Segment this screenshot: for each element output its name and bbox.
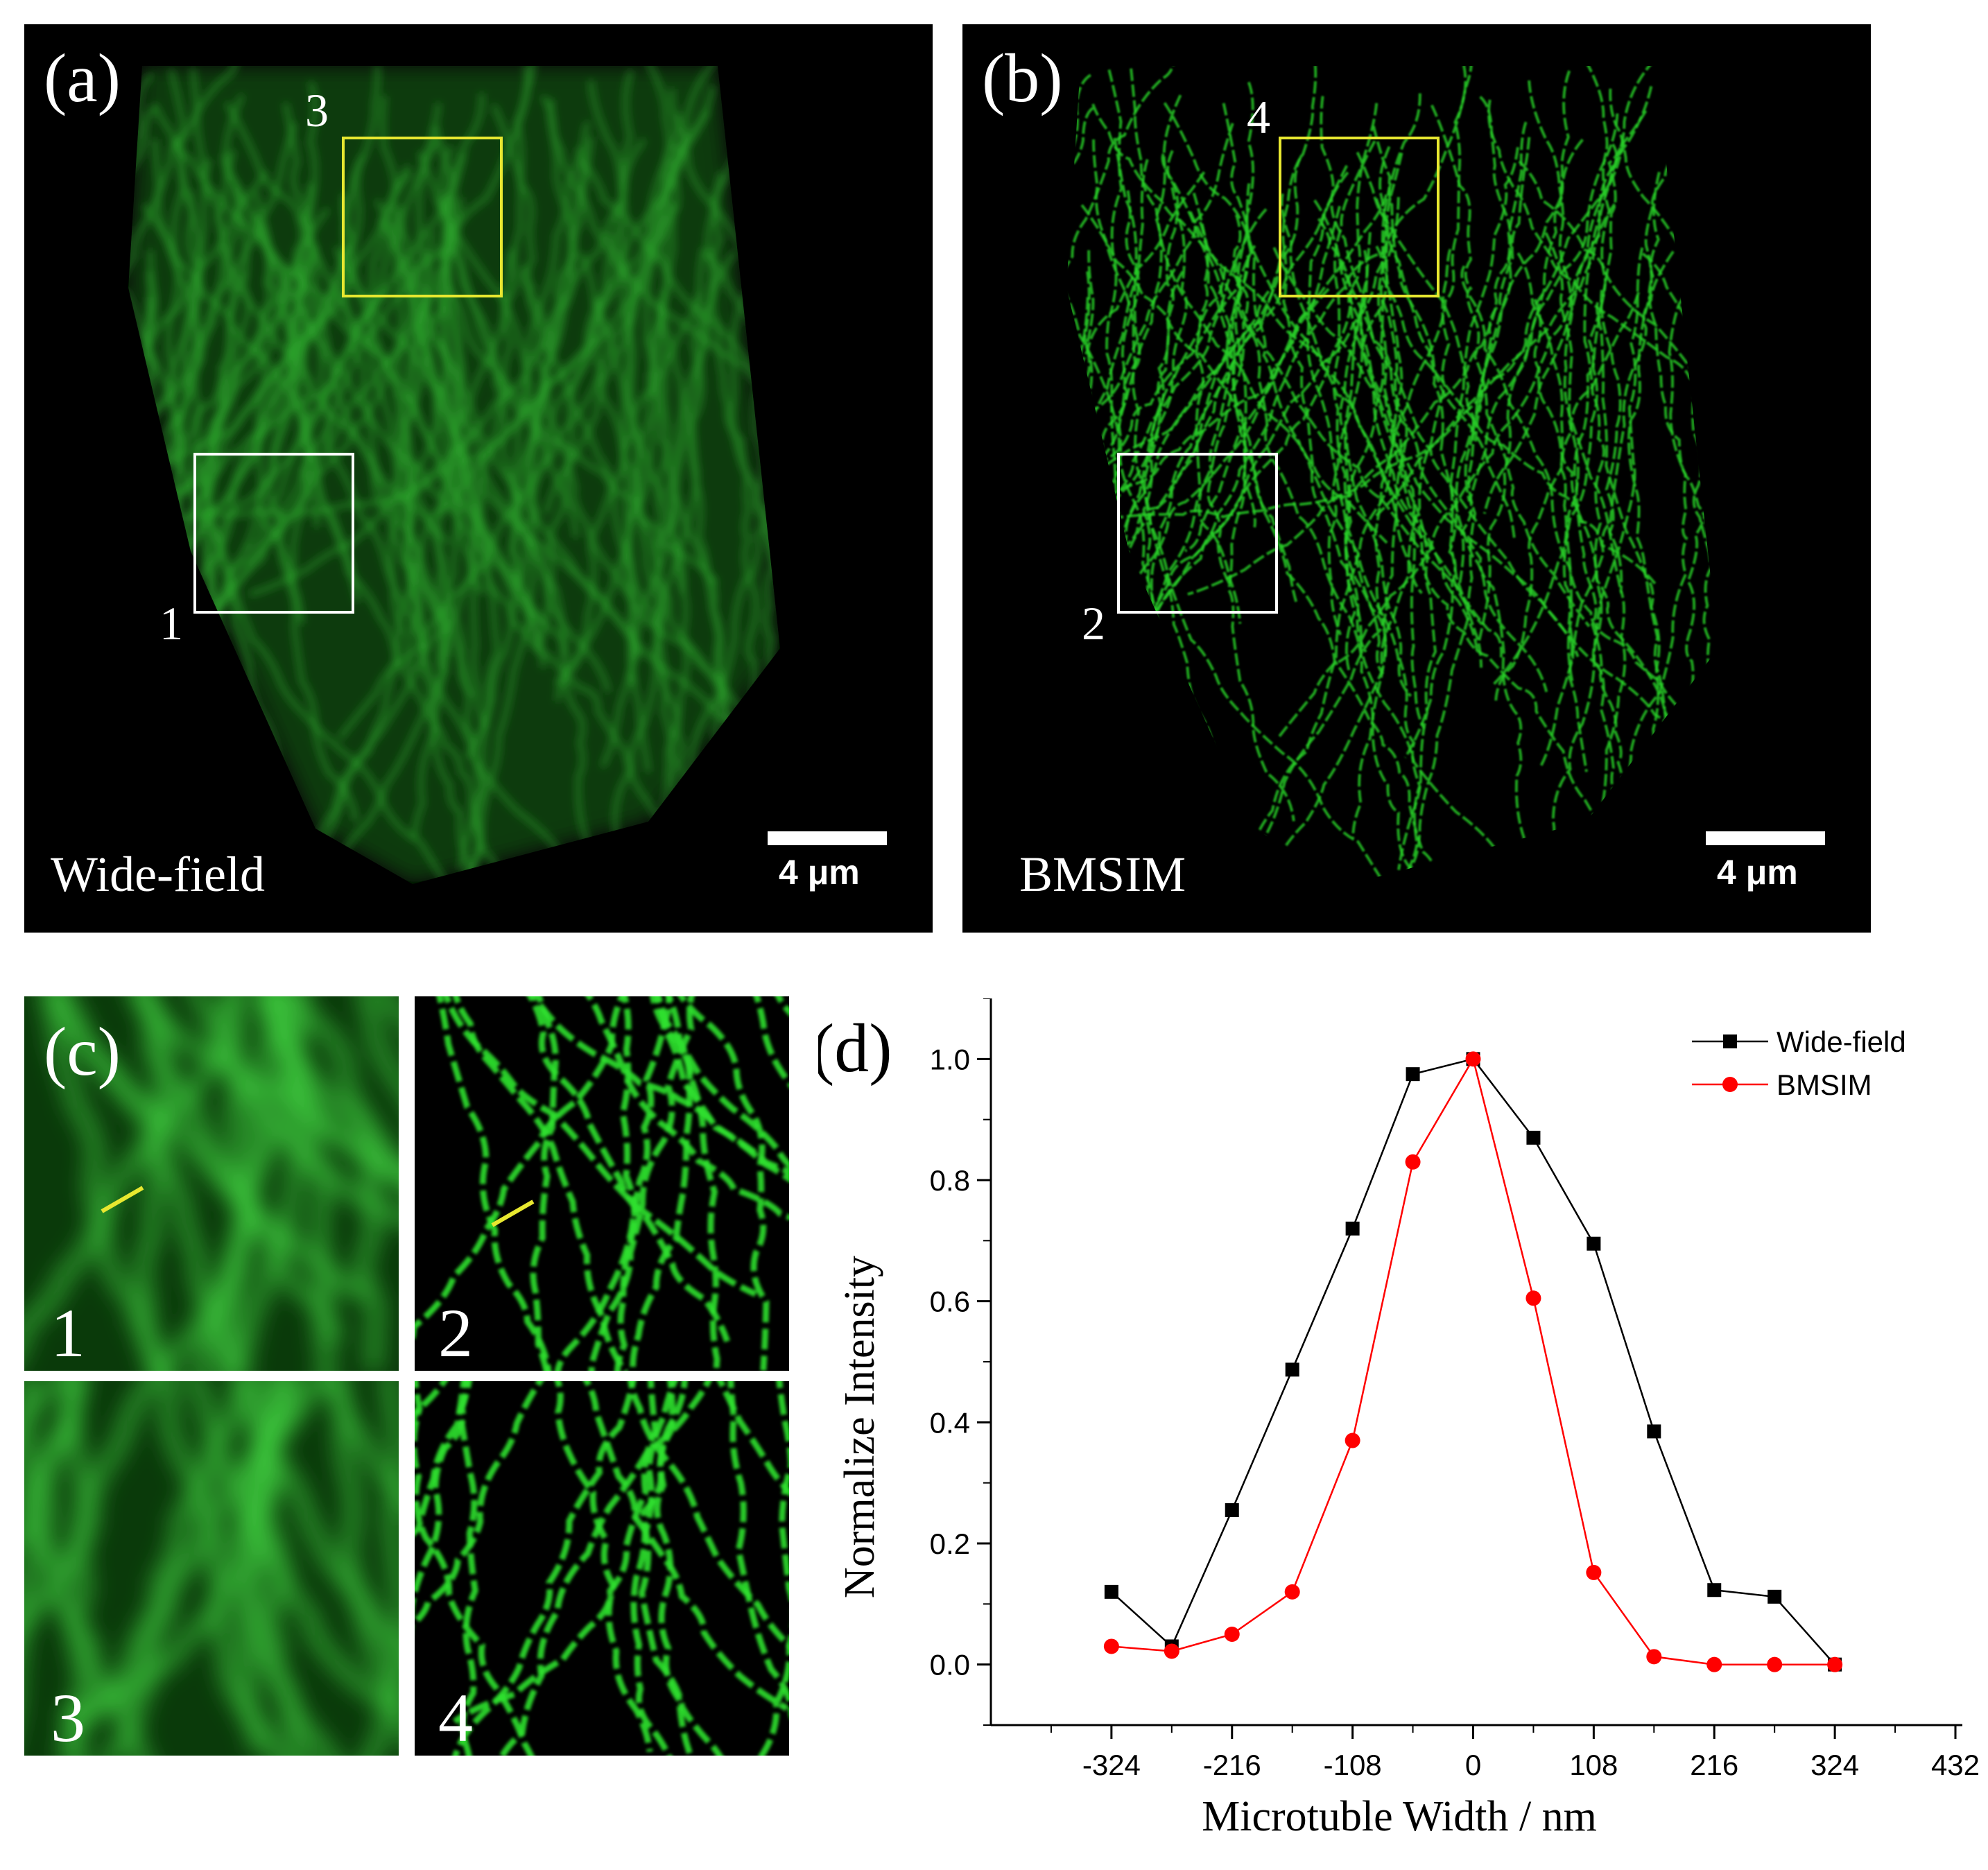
legend-marker [1723, 1034, 1737, 1048]
bmsim-microtubule-image [1066, 66, 1718, 884]
x-axis-label: Microtuble Width / nm [1202, 1793, 1597, 1840]
x-tick-label: -108 [1324, 1749, 1382, 1781]
data-point [1647, 1424, 1661, 1439]
y-axis-label: Normalize Intensity [836, 1256, 883, 1598]
y-tick-label: 0.8 [930, 1164, 970, 1197]
data-point [1284, 1584, 1300, 1600]
legend-entry: Wide-field [1777, 1025, 1906, 1058]
legend-entry: BMSIM [1777, 1068, 1872, 1101]
tile-3-number: 3 [51, 1679, 85, 1756]
tile-4-image [415, 1381, 789, 1756]
panel-b-label: (b) [982, 40, 1063, 116]
panel-b-bmsim-image: (b) 4 2 BMSIM 4 μm [962, 24, 1871, 933]
data-point [1646, 1649, 1662, 1665]
panel-c-label: (c) [44, 1013, 121, 1090]
data-point [1767, 1589, 1782, 1604]
tile-3-widefield-zoom: 3 [24, 1381, 399, 1756]
data-point [1406, 1067, 1420, 1082]
series-line-0 [1111, 1057, 1836, 1665]
data-point [1345, 1221, 1360, 1236]
y-tick-label: 1.0 [930, 1043, 970, 1075]
roi-box-4 [1279, 137, 1440, 297]
box-3-label: 3 [305, 84, 329, 137]
tile-2-number: 2 [438, 1295, 473, 1371]
data-point [1164, 1643, 1179, 1659]
x-tick-label: 108 [1569, 1749, 1618, 1781]
panel-a-caption: Wide-field [51, 847, 265, 902]
data-point [1465, 1051, 1481, 1067]
x-tick-label: -324 [1082, 1749, 1141, 1781]
data-point [1103, 1638, 1119, 1654]
y-tick-label: 0.0 [930, 1649, 970, 1681]
tile-1-image [24, 996, 399, 1371]
data-point [1285, 1362, 1299, 1377]
panel-d-label: (d) [818, 1010, 892, 1086]
chart-svg: (d) -324 -216 -108 0 108 216 324 432 0.0 0.2 0.4 0.… [818, 998, 1980, 1840]
roi-box-2 [1117, 453, 1278, 614]
widefield-microtubule-image [128, 66, 780, 884]
data-point [1225, 1503, 1239, 1517]
box-2-label: 2 [1082, 597, 1105, 650]
data-point [1345, 1432, 1360, 1448]
tile-3-image [24, 1381, 399, 1756]
data-point [1104, 1584, 1118, 1599]
data-point [1405, 1154, 1421, 1170]
panel-a-label: (a) [44, 40, 121, 116]
y-tick-label: 0.2 [930, 1527, 970, 1560]
x-tick-label: 216 [1690, 1749, 1738, 1781]
tile-1-widefield-zoom: (c) 1 [24, 996, 399, 1371]
data-point [1587, 1236, 1601, 1251]
tile-4-bmsim-zoom: 4 [415, 1381, 789, 1756]
tile-2-image [415, 996, 789, 1371]
panel-b-caption: BMSIM [1019, 847, 1186, 902]
x-tick-label: -216 [1203, 1749, 1261, 1781]
x-tick-label: 324 [1810, 1749, 1859, 1781]
tile-1-number: 1 [51, 1295, 85, 1371]
data-point [1525, 1290, 1541, 1306]
box-4-label: 4 [1247, 91, 1270, 144]
tile-4-number: 4 [438, 1679, 473, 1756]
x-tick-label: 432 [1931, 1749, 1980, 1781]
panel-a-widefield-image: (a) 3 1 Wide-field 4 μm [24, 24, 933, 933]
scale-bar-label: 4 μm [779, 853, 860, 892]
data-point [1706, 1656, 1722, 1672]
y-tick-label: 0.6 [930, 1285, 970, 1318]
roi-box-1 [193, 453, 354, 614]
scale-bar [768, 831, 887, 845]
tile-2-bmsim-zoom: 2 [415, 996, 789, 1371]
data-point [1526, 1130, 1541, 1145]
scale-bar [1706, 831, 1825, 845]
scale-bar-label: 4 μm [1717, 853, 1798, 892]
data-point [1767, 1656, 1783, 1672]
legend-marker [1722, 1077, 1738, 1092]
roi-box-3 [342, 137, 503, 297]
y-tick-label: 0.4 [930, 1406, 970, 1439]
data-point [1224, 1627, 1240, 1642]
series-line-1 [1111, 1057, 1835, 1665]
intensity-profile-chart: (d) -324 -216 -108 0 108 216 324 432 0.0 0.2 0.4 0.… [818, 998, 1988, 1870]
box-1-label: 1 [159, 597, 183, 650]
data-point [1827, 1656, 1843, 1672]
x-tick-label: 0 [1465, 1749, 1481, 1781]
data-point [1707, 1583, 1722, 1598]
data-point [1586, 1564, 1602, 1580]
